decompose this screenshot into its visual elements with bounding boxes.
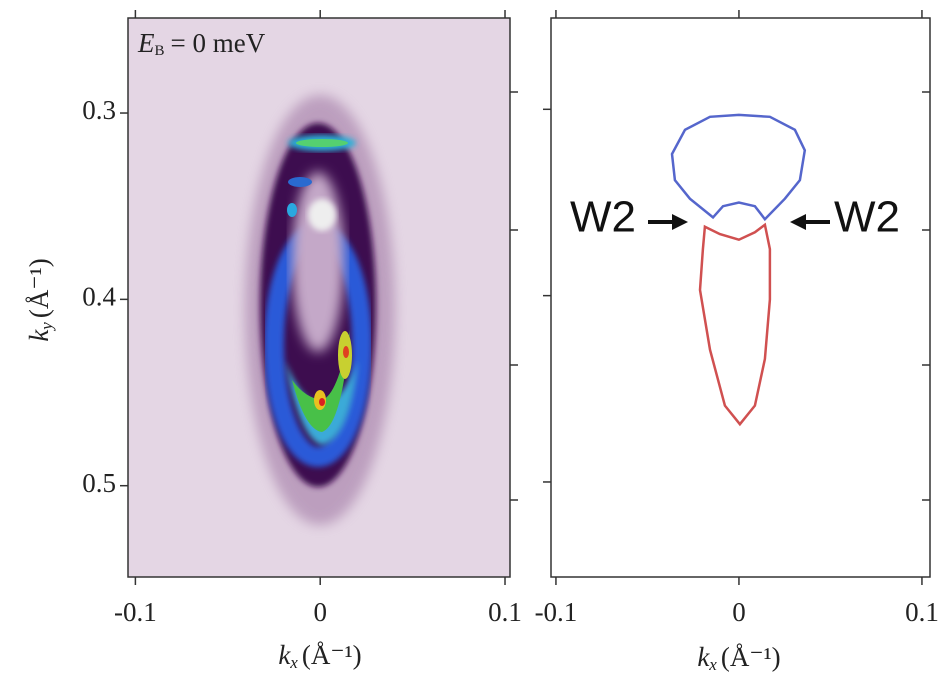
label-subscript: x <box>289 653 298 672</box>
y-axis-label: ky (Å⁻¹) <box>24 258 56 341</box>
right-edge-ticks <box>510 91 930 501</box>
x-tick-label: -0.1 <box>535 597 578 627</box>
label-symbol: k <box>278 640 291 670</box>
label-unit: (Å⁻¹) <box>24 258 54 318</box>
annotation-text: = 0 meV <box>171 28 266 58</box>
x-tick-label: 0 <box>732 597 746 627</box>
x-tick-label: -0.1 <box>114 597 157 627</box>
energy-annotation: EB = 0 meV <box>137 28 266 59</box>
y-tick-label: 0.5 <box>82 468 116 498</box>
contour-line <box>698 222 772 427</box>
x-axis-label: kx (Å⁻¹) <box>697 642 780 674</box>
label-subscript: x <box>708 655 717 674</box>
label-unit: (Å⁻¹) <box>721 642 781 672</box>
y-tick-label: 0.4 <box>82 282 116 312</box>
intensity-image <box>245 95 395 525</box>
plot-frame <box>550 17 931 578</box>
y-tick-label: 0.3 <box>82 95 116 125</box>
label-symbol: k <box>24 329 54 342</box>
w2-label: W2 <box>570 193 636 242</box>
x-tick-label: 0.1 <box>488 597 522 627</box>
plot-frame <box>127 17 511 578</box>
x-axis-label: kx (Å⁻¹) <box>278 640 361 672</box>
arrow-head <box>672 214 688 230</box>
label-unit: (Å⁻¹) <box>302 640 362 670</box>
x-tick-label: 0.1 <box>905 597 939 627</box>
contour-line <box>670 113 807 222</box>
label-symbol: k <box>697 642 710 672</box>
label-subscript: y <box>37 322 56 332</box>
annotation-subscript: B <box>155 43 165 59</box>
x-tick-label: 0 <box>313 597 327 627</box>
annotation-symbol: E <box>137 28 155 58</box>
arrow-head <box>790 214 806 230</box>
w2-label: W2 <box>834 193 900 242</box>
